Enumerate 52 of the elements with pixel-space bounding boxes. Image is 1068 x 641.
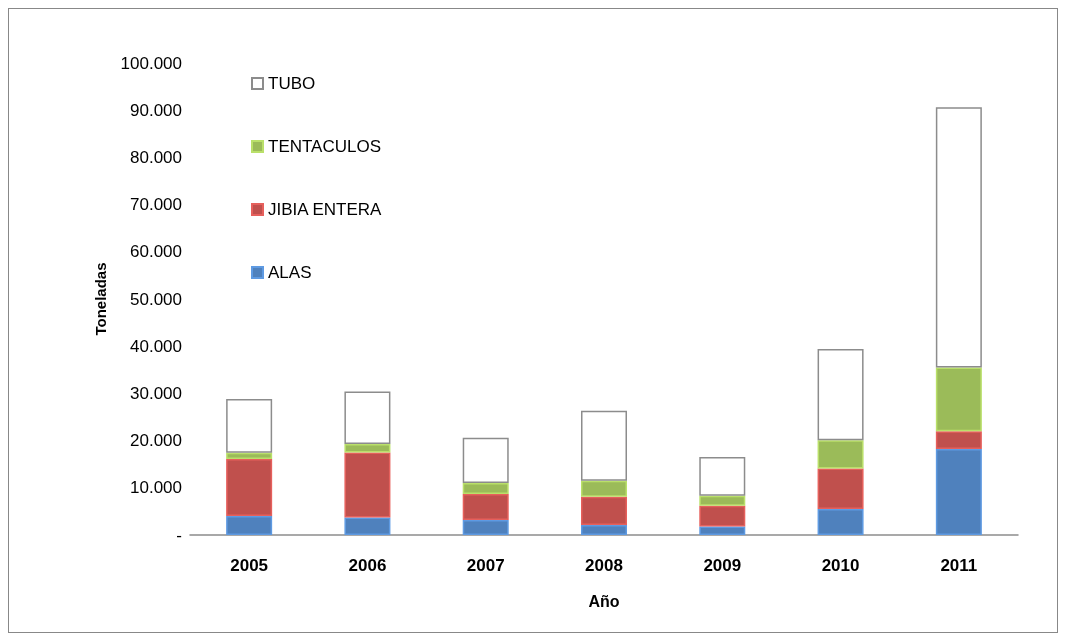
bar [344,452,391,518]
bar [462,483,509,494]
x-tick-label: 2005 [230,556,269,575]
x-tick-label: 2006 [348,556,387,575]
y-tick-label: 20.000 [130,431,182,451]
y-tick-label: 100.000 [120,53,182,73]
x-tick-label: 2007 [466,556,505,575]
y-tick-label: 30.000 [130,383,182,403]
bar [462,437,509,484]
bar [935,449,982,535]
legend-label: TUBO [268,74,316,93]
x-tick-label: 2008 [585,556,623,575]
x-tick-label: 2010 [821,556,860,575]
y-tick-label: 50.000 [130,289,182,309]
y-tick-label: 60.000 [130,242,182,262]
y-tick-label: 80.000 [130,147,182,167]
y-tick-label: 40.000 [130,336,182,356]
y-axis-title: Toneladas [92,262,109,336]
x-tick-label: 2009 [703,556,742,575]
bar [817,509,864,535]
bar [935,431,982,450]
bar [581,480,627,497]
y-tick-label: 10.000 [130,478,182,498]
bar [935,367,982,432]
bar [581,496,627,526]
bar [817,349,864,441]
bar [344,391,391,444]
bar [699,457,746,496]
bar [581,525,627,535]
bar [581,410,627,481]
bar [817,468,864,510]
bar [226,452,273,460]
bar [344,443,391,453]
legend-label: ALAS [268,263,312,282]
bar [935,107,982,368]
y-tick-label: - [176,525,182,545]
bar [699,495,746,506]
legend-label: JIBIA ENTERA [268,200,383,219]
bar [462,519,509,535]
legend-label: TENTACULOS [268,137,382,156]
y-tick-label: 70.000 [130,195,182,215]
bar [462,493,509,520]
bar [699,526,746,535]
x-tick-label: 2011 [940,556,978,575]
bar [817,440,864,469]
bar [344,517,391,535]
bar [699,505,746,527]
bar [226,399,273,453]
bar [226,459,273,517]
x-axis-title: Año [588,592,620,610]
y-tick-label: 90.000 [130,100,182,120]
bar [226,516,273,535]
